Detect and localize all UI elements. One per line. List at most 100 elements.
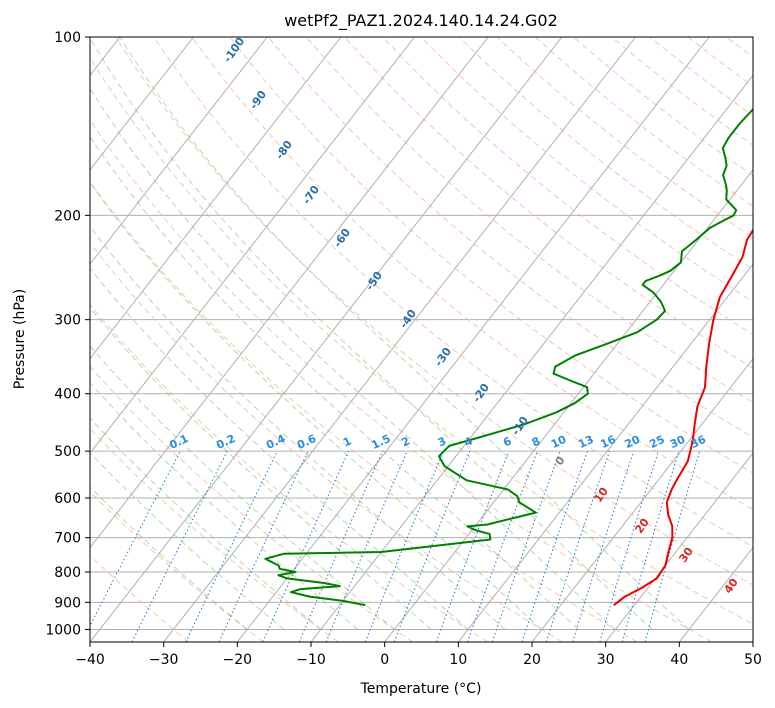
- mixing-ratio-line: [435, 450, 510, 642]
- mixing-ratio-line: [521, 450, 588, 642]
- y-tick-label: 1000: [45, 622, 81, 638]
- x-tick-label: 40: [670, 652, 688, 668]
- mixing-ratio-line: [621, 450, 680, 642]
- mixing-ratio-line: [185, 450, 278, 642]
- y-tick-label: 600: [54, 491, 81, 507]
- x-tick-label: −20: [223, 652, 253, 668]
- dry-adiabat-label: -40: [397, 307, 419, 331]
- isotherm-line: [384, 168, 753, 642]
- dry-adiabat-line: [115, 37, 753, 586]
- x-axis-label: Temperature (°C): [360, 681, 482, 697]
- mixing-ratio-label: 4: [462, 434, 475, 449]
- isotherm-line: [90, 37, 268, 266]
- moist-adiabat-line: [90, 267, 469, 630]
- mixing-ratio-label: 25: [647, 433, 666, 451]
- isotherm-line: [236, 37, 710, 642]
- isotherm-line: [90, 37, 194, 171]
- mixing-ratio-line: [325, 450, 408, 642]
- moist-adiabat-line: [90, 87, 616, 630]
- dry-adiabat-line: [90, 242, 563, 642]
- dry-adiabat-line: [420, 37, 753, 303]
- dry-adiabat-label: 40: [721, 576, 741, 596]
- y-tick-label: 200: [54, 208, 81, 224]
- mixing-ratio-line: [545, 450, 611, 642]
- moist-adiabat-line: [90, 486, 248, 630]
- dry-adiabat-line: [90, 56, 753, 625]
- chart-title: wetPf2_PAZ1.2024.140.14.24.G02: [284, 11, 558, 31]
- mixing-ratio-line: [572, 450, 635, 642]
- mixing-ratio-label: 6: [501, 434, 514, 449]
- dewpoint-profile: [264, 107, 753, 607]
- isotherm-line: [90, 37, 342, 360]
- isotherm-line: [457, 263, 753, 642]
- mixing-ratio-label: 10: [549, 433, 569, 451]
- dry-adiabat-line: [153, 37, 753, 548]
- dry-adiabat-label: -50: [363, 269, 385, 293]
- moist-adiabat-line: [90, 307, 432, 630]
- moist-adiabat-line: [90, 417, 322, 630]
- dry-adiabat-label: -60: [331, 226, 353, 250]
- y-tick-label: 300: [54, 313, 81, 329]
- moist-adiabat-line: [90, 225, 506, 630]
- x-tick-label: 10: [449, 652, 467, 668]
- x-tick-label: −40: [75, 652, 105, 668]
- moist-adiabat-line: [90, 37, 653, 630]
- mixing-ratio-line: [467, 450, 538, 642]
- mixing-ratio-line: [298, 450, 383, 642]
- mixing-ratio-label: 13: [576, 433, 595, 451]
- y-tick-label: 100: [54, 30, 81, 46]
- background-lines: [90, 37, 753, 642]
- mixing-ratio-line: [393, 450, 471, 642]
- dry-adiabat-label: -10: [509, 414, 531, 438]
- mixing-ratio-label: 16: [598, 433, 618, 451]
- plot-frame: [89, 36, 754, 643]
- isotherm-line: [90, 37, 489, 549]
- isotherm-line: [605, 452, 753, 642]
- y-tick-label: 400: [54, 387, 81, 403]
- y-tick-label: 500: [54, 444, 81, 460]
- dry-adiabat-line: [573, 37, 753, 177]
- series-layer: [264, 107, 753, 607]
- mixing-ratio-line: [262, 450, 350, 642]
- mixing-ratio-label: 3: [436, 434, 448, 449]
- dry-adiabat-line: [534, 37, 753, 207]
- moist-adiabat-line: [90, 452, 285, 630]
- dry-adiabat-line: [90, 119, 712, 642]
- dry-adiabat-line: [687, 37, 753, 87]
- dry-adiabat-label: -30: [432, 345, 454, 369]
- x-tick-label: 0: [380, 652, 389, 668]
- mixing-ratio-line: [491, 450, 561, 642]
- mixing-ratio-line: [131, 450, 228, 642]
- moist-adiabat-line: [90, 345, 395, 630]
- x-tick-label: −10: [296, 652, 326, 668]
- mixing-ratio-line: [364, 450, 444, 642]
- y-tick-label: 900: [54, 595, 81, 611]
- dry-adiabat-label: 10: [591, 485, 611, 505]
- isotherm-line: [752, 641, 753, 642]
- dry-adiabat-line: [496, 37, 753, 239]
- mixing-ratio-line: [218, 450, 309, 642]
- isotherm-line: [531, 357, 753, 642]
- dry-adiabat-label: 20: [632, 516, 652, 536]
- dry-adiabat-label: -20: [470, 381, 492, 405]
- x-tick-label: 50: [744, 652, 762, 668]
- isotherm-line: [90, 37, 563, 642]
- y-tick-label: 800: [54, 565, 81, 581]
- mixing-ratio-label: 0.6: [295, 432, 318, 452]
- x-axis-ticks: −40 −30 −20 −10 0 10 20 30 40 50: [75, 642, 762, 668]
- dry-adiabat-line: [267, 37, 753, 438]
- isotherm-line: [310, 74, 753, 642]
- mixing-ratio-label: 1.5: [369, 432, 392, 452]
- dry-adiabat-line: [90, 554, 190, 642]
- mixing-ratio-label: 20: [623, 433, 643, 451]
- moist-adiabat-line: [90, 181, 543, 630]
- y-axis-ticks: 100 200 300 400 500 600 700 800 900 1000: [45, 30, 90, 638]
- dry-adiabat-line: [90, 365, 414, 642]
- mixing-ratio-label: 2: [400, 434, 412, 449]
- dry-adiabat-label: -100: [221, 35, 248, 65]
- mixing-ratio-label: 1: [341, 434, 353, 449]
- line-labels: 0.1 0.2 0.4 0.6 1 1.5 2 3 4 6 8 10 13 16 20 25 30 36-100-…: [167, 35, 741, 596]
- temperature-profile: [613, 228, 753, 606]
- mixing-ratio-line: [90, 450, 181, 628]
